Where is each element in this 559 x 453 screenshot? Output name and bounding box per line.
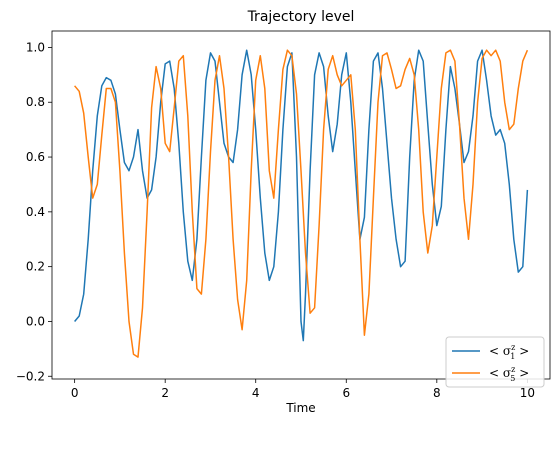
legend-label-2: < σz 5 >: [489, 365, 529, 383]
x-tick-label: 10: [520, 386, 535, 400]
series-line-1: [74, 49, 529, 342]
chart-title: Trajectory level: [247, 9, 355, 25]
y-tick-label: 0.6: [26, 150, 45, 164]
y-tick-label: 0.4: [26, 205, 45, 219]
legend: < σz 1 > < σz 5 >: [445, 336, 545, 388]
y-tick-label: 1.0: [26, 40, 45, 54]
y-axis: −0.2 0.0 0.2 0.4 0.6 0.8 1.0: [16, 40, 52, 383]
series-line-2: [74, 49, 529, 358]
y-tick-label: 0.2: [26, 260, 45, 274]
legend-label-1: < σz 1 >: [489, 343, 529, 361]
x-axis-label: Time: [285, 401, 315, 415]
x-tick-label: 2: [161, 386, 169, 400]
plot-frame: [51, 30, 551, 380]
x-tick-label: 4: [252, 386, 260, 400]
legend-box: [445, 336, 545, 388]
y-tick-label: 0.0: [26, 314, 45, 328]
x-tick-label: 8: [433, 386, 441, 400]
y-tick-label: 0.8: [26, 95, 45, 109]
x-tick-label: 6: [342, 386, 350, 400]
plot-series: [74, 49, 529, 358]
x-tick-label: 0: [71, 386, 79, 400]
y-tick-label: −0.2: [16, 369, 45, 383]
